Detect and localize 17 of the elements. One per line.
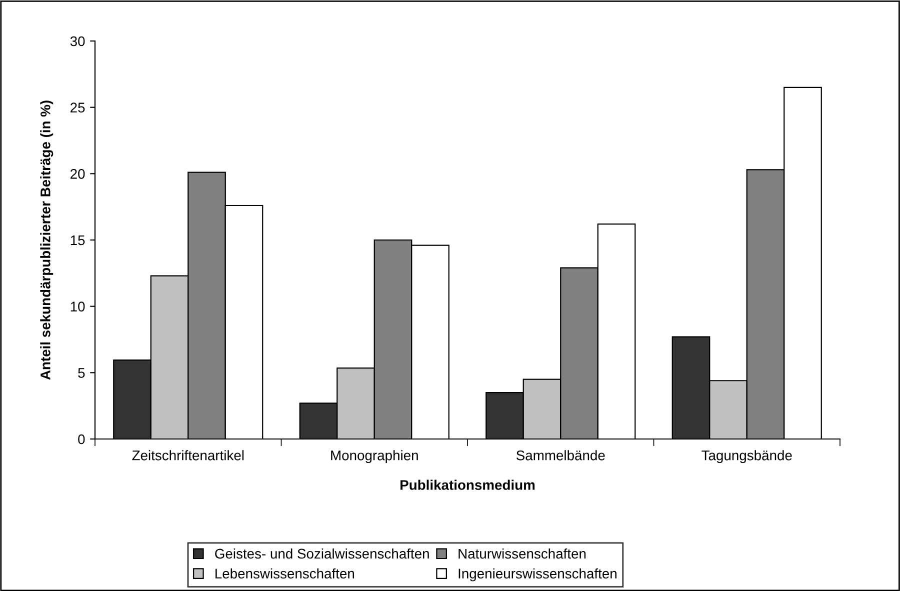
x-tick-label: Sammelbände [516,450,605,460]
x-tick-label: Tagungsbände [702,450,792,464]
x-tick-label: Monographien [331,450,418,464]
x-axis-title: Publikationsmedium [400,480,535,490]
y-tick-label: 0 [78,434,85,444]
y-tick-label: 20 [70,169,85,179]
y-tick-label: 15 [70,235,85,246]
y-tick-label: 25 [70,102,85,113]
y-tick-label: 5 [78,368,85,378]
y-axis-title: Anteil sekundärpublizierter Beiträge (in %) [40,100,54,380]
legend-label: Lebenswissenschaften [216,568,354,579]
x-tick-label: Zeitschriftenartikel [132,450,244,460]
y-tick-label: 30 [70,36,85,46]
legend-label: Ingenieurswissenschaften [458,568,616,582]
legend-label: Naturwissenschaften [458,548,586,559]
y-tick-label: 10 [70,302,85,312]
legend-label: Geistes- und Sozialwissenschaften [215,548,429,559]
